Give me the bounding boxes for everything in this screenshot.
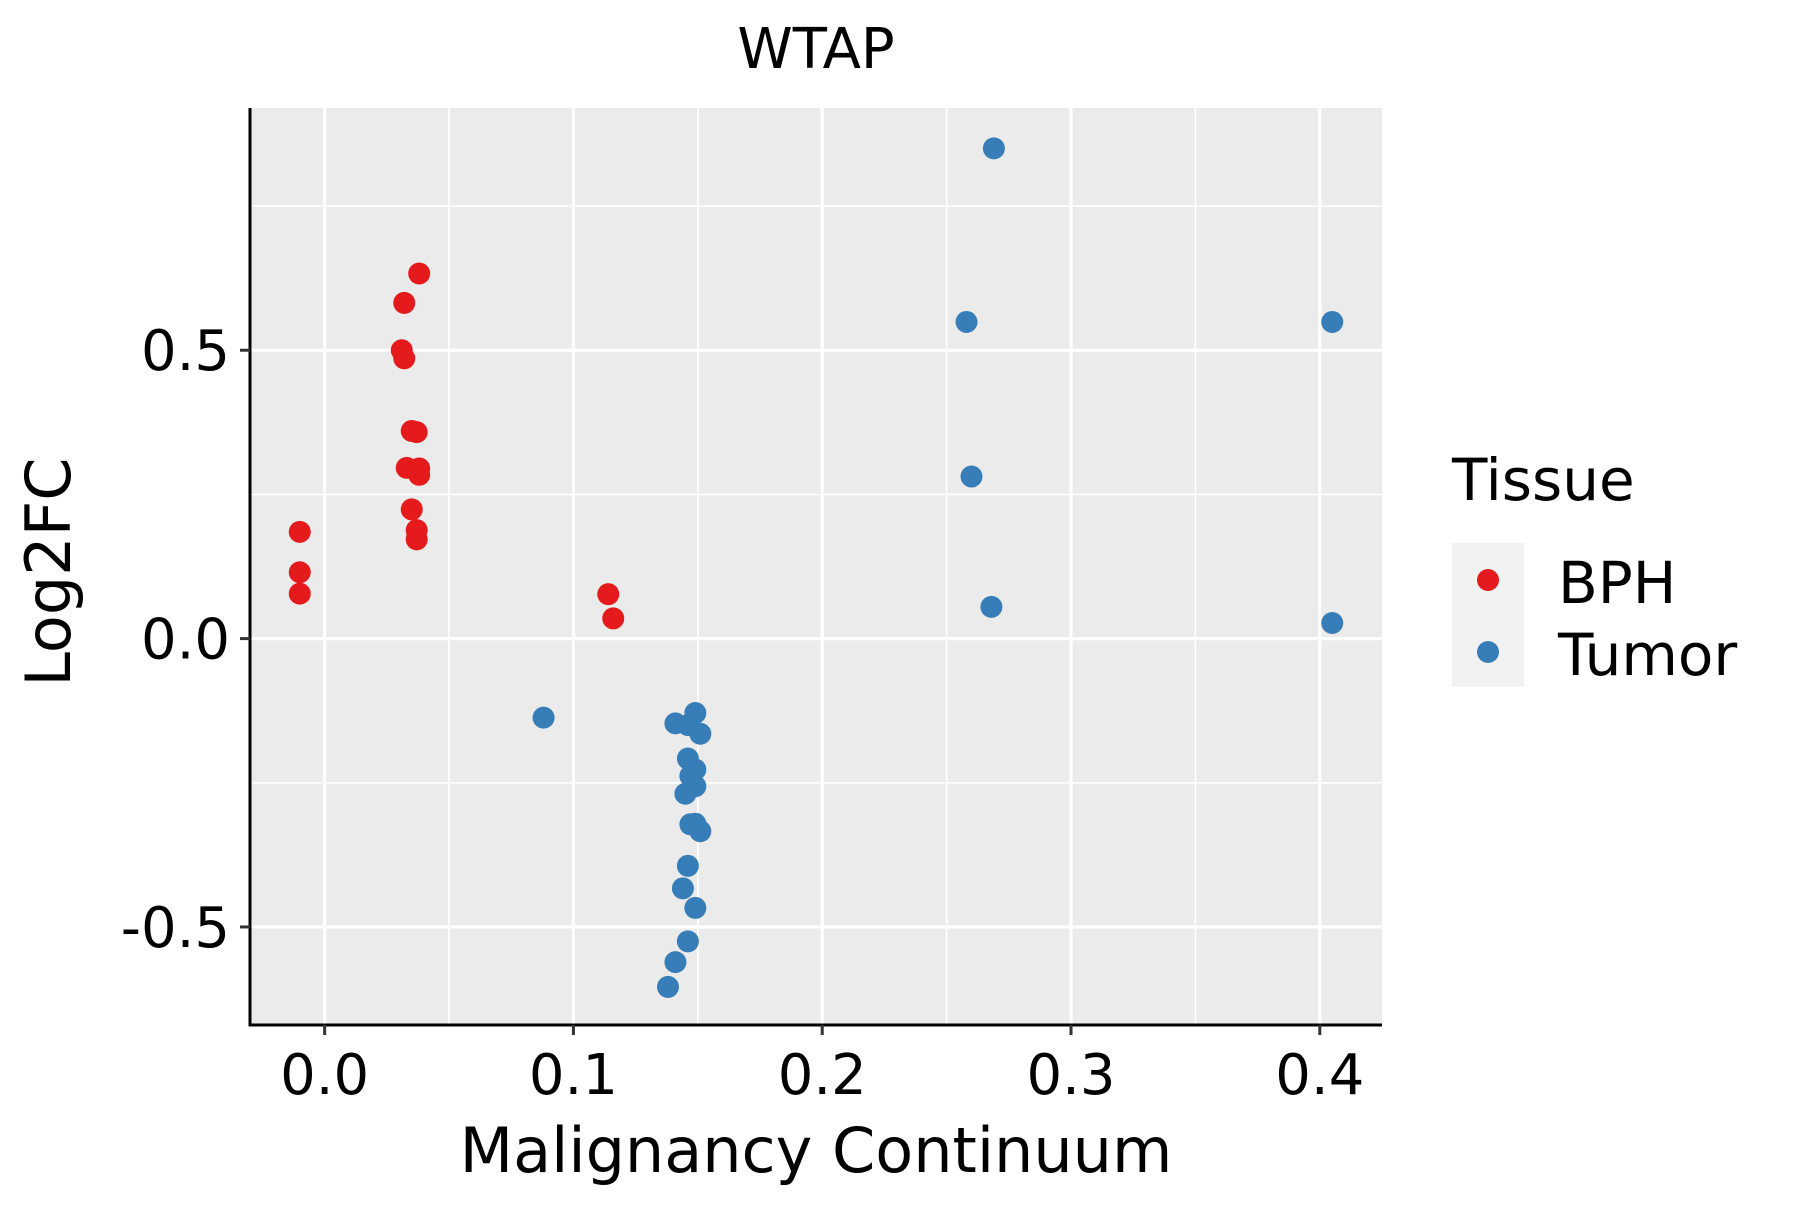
x-tick-label: 0.3 [1026,1043,1115,1108]
data-point-tumor [532,706,555,729]
y-tick-label: 0.0 [141,608,230,673]
data-point-tumor [676,854,699,877]
x-tick-label: 0.2 [778,1043,867,1108]
data-point-tumor [674,782,697,805]
data-point-bph [408,262,431,285]
data-point-tumor [980,595,1003,618]
y-axis-label: Log2FC [12,457,85,686]
data-point-bph [393,291,416,314]
legend-label-tumor: Tumor [1557,621,1737,689]
y-tick-label: -0.5 [121,896,230,961]
data-point-bph [288,582,311,605]
x-axis-label: Malignancy Continuum [460,1114,1173,1187]
legend-key-background [1452,543,1524,687]
data-point-tumor [960,465,983,488]
data-point-tumor [684,896,707,919]
data-point-tumor [664,951,687,974]
legend-key-tumor [1477,641,1499,663]
data-point-bph [288,520,311,543]
data-point-tumor [982,137,1005,160]
data-point-bph [602,607,625,630]
data-point-bph [405,528,428,551]
data-point-bph [393,347,416,370]
data-point-tumor [1321,612,1344,635]
y-tick-label: 0.5 [141,319,230,384]
major-grid [250,108,1382,1025]
data-point-bph [405,421,428,444]
chart-title: WTAP [737,17,894,82]
plot-panel [250,108,1382,1025]
data-point-tumor [656,975,679,998]
legend: Tissue BPH Tumor [1451,446,1737,689]
legend-key-bph [1477,569,1499,591]
data-point-bph [400,498,423,521]
x-axis-ticks: 0.0 0.1 0.2 0.3 0.4 [280,1025,1364,1108]
data-point-tumor [689,820,712,843]
x-tick-label: 0.1 [529,1043,618,1108]
legend-title: Tissue [1451,446,1635,514]
data-point-tumor [671,877,694,900]
data-point-tumor [676,930,699,953]
data-point-tumor [689,722,712,745]
x-tick-label: 0.0 [280,1043,369,1108]
axes [248,108,1382,1027]
data-point-bph [288,561,311,584]
minor-grid [250,108,1382,1025]
legend-label-bph: BPH [1558,549,1676,617]
data-point-bph [408,463,431,486]
data-point-bph [597,583,620,606]
y-axis-ticks: -0.5 0.0 0.5 [121,319,250,961]
data-points [288,137,1344,998]
data-point-tumor [1321,310,1344,333]
x-tick-label: 0.4 [1275,1043,1364,1108]
data-point-tumor [955,310,978,333]
